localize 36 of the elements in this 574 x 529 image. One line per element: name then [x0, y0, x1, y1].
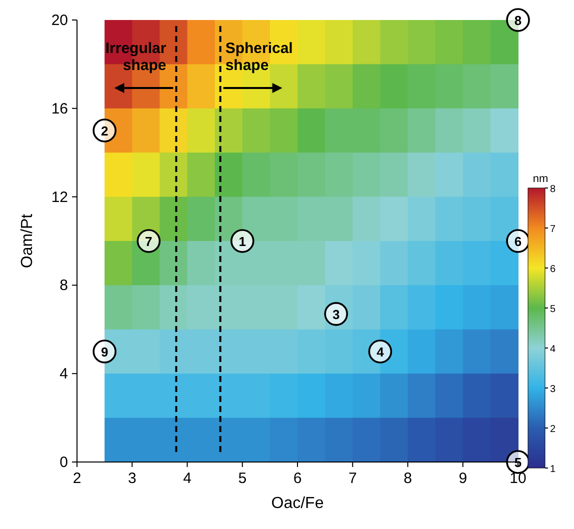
color-bar-label: 2 — [550, 424, 556, 435]
x-tick-label: 9 — [458, 470, 468, 487]
color-bar-label: 4 — [550, 344, 556, 355]
x-tick-label: 8 — [404, 470, 412, 487]
x-tick-label: 4 — [183, 470, 192, 487]
color-bar-label: 6 — [550, 264, 556, 275]
x-tick-label: 5 — [238, 470, 247, 487]
y-axis-title: Oam/Pt — [19, 213, 36, 268]
x-axis-title: Oac/Fe — [271, 495, 324, 512]
annotation: 9 — [100, 344, 108, 360]
y-tick-label: 0 — [60, 454, 68, 471]
color-bar-label: 8 — [550, 184, 556, 195]
color-bar-title: nm — [532, 173, 548, 185]
x-tick-label: 10 — [510, 470, 526, 487]
color-bar-label: 5 — [550, 304, 556, 315]
annotation: 2 — [100, 124, 108, 138]
annotation: 1 — [238, 234, 246, 249]
ref-line-label: Spherical shape — [225, 40, 293, 74]
y-tick-label: 12 — [51, 188, 68, 206]
y-tick-label: 8 — [60, 277, 68, 294]
y-tick-label: 20 — [51, 12, 68, 29]
color-bar-label: 1 — [550, 464, 556, 475]
x-tick-label: 6 — [293, 470, 302, 487]
annotation: 7 — [145, 234, 152, 249]
annotation: 3 — [332, 306, 340, 322]
annotation: 4 — [376, 344, 385, 360]
x-tick-label: 2 — [72, 470, 82, 487]
x-tick-label: 7 — [348, 470, 357, 487]
y-tick-label: 16 — [51, 100, 68, 118]
ref-line-label: Irregular shape — [105, 40, 166, 74]
x-tick-label: 3 — [128, 470, 136, 487]
color-bar-label: 3 — [550, 384, 556, 395]
y-tick-label: 4 — [60, 366, 68, 383]
annotation: 8 — [514, 13, 522, 28]
color-bar-label: 7 — [550, 224, 556, 235]
annotation: 6 — [514, 234, 522, 249]
